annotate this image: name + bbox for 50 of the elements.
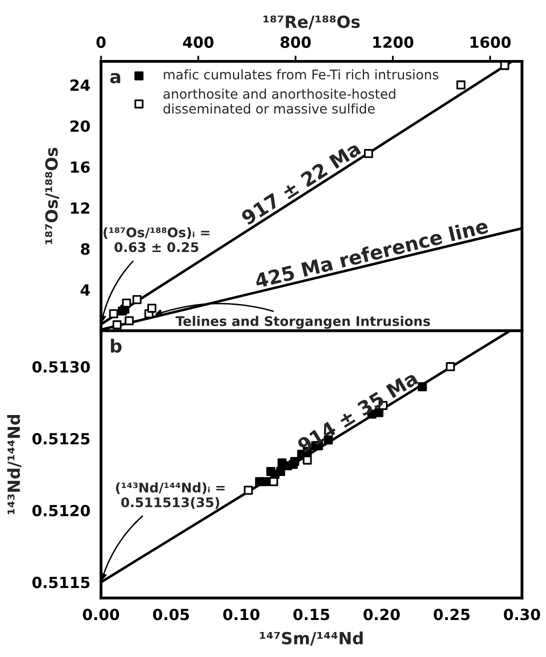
x-axis-title: ¹⁸⁷Re/¹⁸⁸Os	[263, 15, 360, 30]
point	[122, 298, 132, 308]
y-tick-label: 0.5130	[32, 361, 90, 373]
x-tick-label: 0.25	[434, 608, 470, 620]
legend-label: mafic cumulates from Fe-Ti rich intrusions	[164, 69, 438, 80]
legend-label: anorthosite and anorthosite-hosted disseminated or massive sulfide	[163, 88, 396, 114]
point	[260, 477, 270, 486]
annotation: a	[110, 73, 120, 84]
x-tick-label: 0.00	[82, 608, 120, 620]
x-tick-label: 400	[183, 36, 214, 48]
x-tick-label: 0	[96, 36, 106, 48]
point	[269, 477, 278, 486]
annotation: (¹⁸⁷Os/¹⁸⁸Os)ᵢ = 0.63 ± 0.25	[104, 227, 210, 252]
x-tick-label: 0.05	[153, 608, 189, 620]
annotation: 914 ± 35 Ma	[296, 370, 418, 454]
x-tick-label: 0.30	[504, 608, 540, 620]
x-axis-title: ¹⁴⁷Sm/¹⁴⁴Nd	[260, 632, 363, 646]
y-tick-label: 0.5115	[32, 576, 90, 588]
y-axis-title: ¹⁸⁷Os/¹⁸⁸Os	[45, 148, 60, 244]
annotation: 917 ± 22 Ma	[240, 140, 362, 226]
point	[112, 320, 122, 330]
point	[109, 309, 118, 318]
y-tick-label: 16	[71, 161, 90, 173]
point	[132, 295, 142, 304]
point	[124, 316, 134, 326]
y-tick-label: 24	[70, 79, 90, 91]
point	[276, 467, 286, 476]
x-tick-label: 1600	[470, 36, 511, 48]
annotation: b	[110, 338, 122, 353]
annotation: Telines and Storgangen Intrusions	[176, 316, 430, 329]
point	[147, 304, 156, 313]
y-tick-label: 8	[80, 243, 90, 255]
point	[446, 362, 455, 372]
y-tick-label: 4	[80, 284, 90, 296]
x-tick-label: 0.10	[223, 608, 260, 620]
y-tick-label: 12	[71, 202, 90, 214]
y-tick-label: 0.5125	[32, 432, 90, 445]
x-tick-label: 1200	[373, 36, 414, 48]
x-tick-label: 0.15	[293, 608, 330, 620]
y-tick-label: 0.5120	[32, 504, 90, 516]
point	[456, 80, 466, 90]
x-tick-label: 0.20	[364, 608, 400, 620]
point	[244, 486, 253, 495]
point	[290, 456, 300, 466]
annotation: (¹⁴³Nd/¹⁴⁴Nd)ᵢ = 0.511513(35)	[116, 482, 225, 509]
point	[302, 456, 312, 465]
point	[364, 149, 374, 158]
y-tick-label: 20	[70, 120, 90, 132]
y-axis-title: ¹⁴³Nd/¹⁴⁴Nd	[7, 414, 22, 514]
x-tick-label: 800	[280, 36, 311, 48]
